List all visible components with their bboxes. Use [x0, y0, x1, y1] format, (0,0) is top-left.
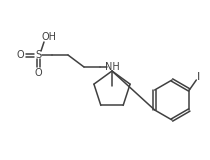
- Text: O: O: [34, 68, 42, 78]
- Text: OH: OH: [42, 32, 56, 42]
- Text: I: I: [197, 72, 200, 82]
- Text: NH: NH: [105, 62, 119, 72]
- Text: S: S: [35, 50, 41, 60]
- Text: O: O: [16, 50, 24, 60]
